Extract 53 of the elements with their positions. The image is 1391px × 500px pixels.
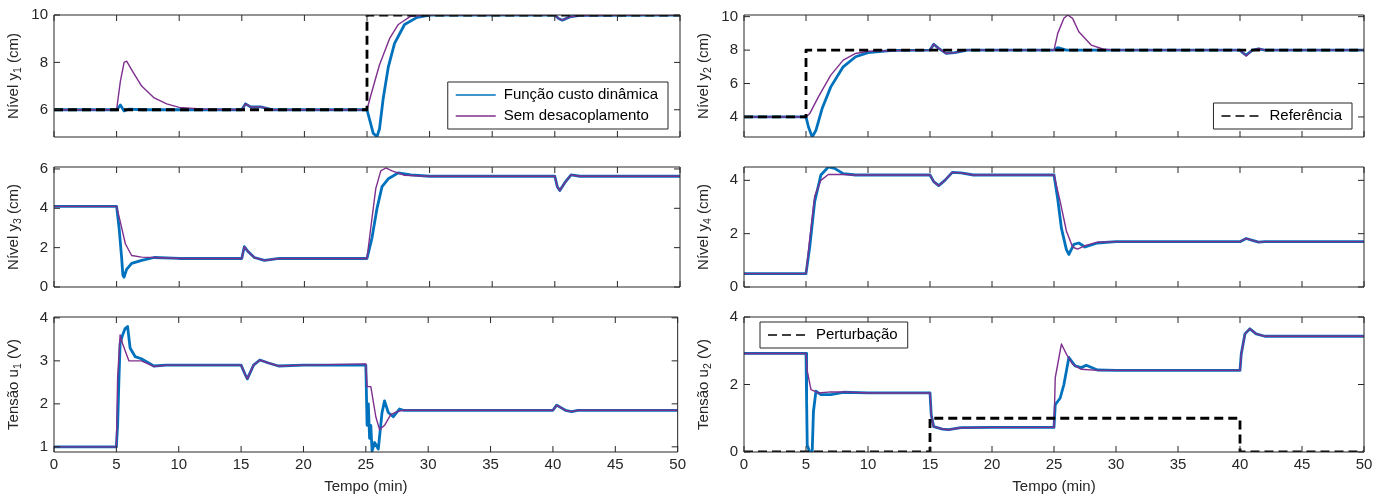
x-tick-label: 50 [1355,455,1373,473]
y-tick-label: 8 [729,40,738,58]
y-tick-label: 4 [729,307,738,325]
y-tick-label: 4 [39,198,48,216]
x-tick-label: 20 [295,455,312,473]
x-tick-label: 30 [1107,455,1125,473]
y-tick-label: 10 [31,5,48,23]
x-tick-label: 35 [1169,455,1187,473]
y-tick-label: 2 [39,237,48,255]
y-tick-label: 2 [729,223,738,241]
y-tick-label: 6 [729,73,738,91]
x-tick-label: 25 [1045,455,1063,473]
legend-label: Perturbação [816,325,898,343]
y-tick-label: 8 [39,52,48,70]
y-tick-label: 4 [39,308,48,325]
y-tick-label: 4 [729,170,738,188]
x-tick-label: 40 [544,455,562,473]
y-tick-label: 0 [729,442,738,460]
y-tick-label: 6 [39,99,48,117]
y-axis-title: Nível y4 (cm) [694,184,714,270]
x-tick-label: 45 [1293,455,1311,473]
x-axis-title: Tempo (min) [324,477,408,495]
y-tick-label: 2 [39,393,48,411]
x-tick-label: 50 [669,455,686,473]
x-axis-title: Tempo (min) [1012,477,1096,495]
y-tick-label: 4 [729,107,738,125]
x-tick-label: 5 [112,455,121,473]
x-tick-label: 5 [801,455,811,473]
x-tick-label: 15 [232,455,250,473]
x-tick-label: 20 [983,455,1001,473]
x-tick-label: 10 [859,455,877,473]
y-tick-label: 2 [729,374,738,392]
y-tick-label: 0 [729,277,738,295]
y-axis-title: Tensão u1 (V) [4,339,24,430]
legend-label: Sem desacoplamento [503,106,649,124]
y-tick-label: 6 [39,159,48,177]
y-tick-label: 1 [39,436,48,454]
x-tick-label: 45 [606,455,624,473]
x-tick-label: 10 [170,455,188,473]
y-axis-title: Nível y2 (cm) [694,33,714,119]
y-axis-title: Nível y3 (cm) [4,184,24,270]
x-tick-label: 40 [1231,455,1249,473]
y-axis-title: Tensão u2 (V) [694,339,714,430]
legend-label: Função custo dinâmica [503,85,659,103]
x-tick-label: 35 [482,455,499,473]
x-tick-label: 30 [419,455,437,473]
x-tick-label: 25 [357,455,375,473]
y-tick-label: 0 [39,277,48,295]
legend-label: Referência [1269,106,1343,124]
x-tick-label: 15 [921,455,939,473]
y-tick-label: 3 [39,350,48,368]
y-tick-label: 10 [721,6,738,24]
y-axis-title: Nível y1 (cm) [4,33,24,119]
